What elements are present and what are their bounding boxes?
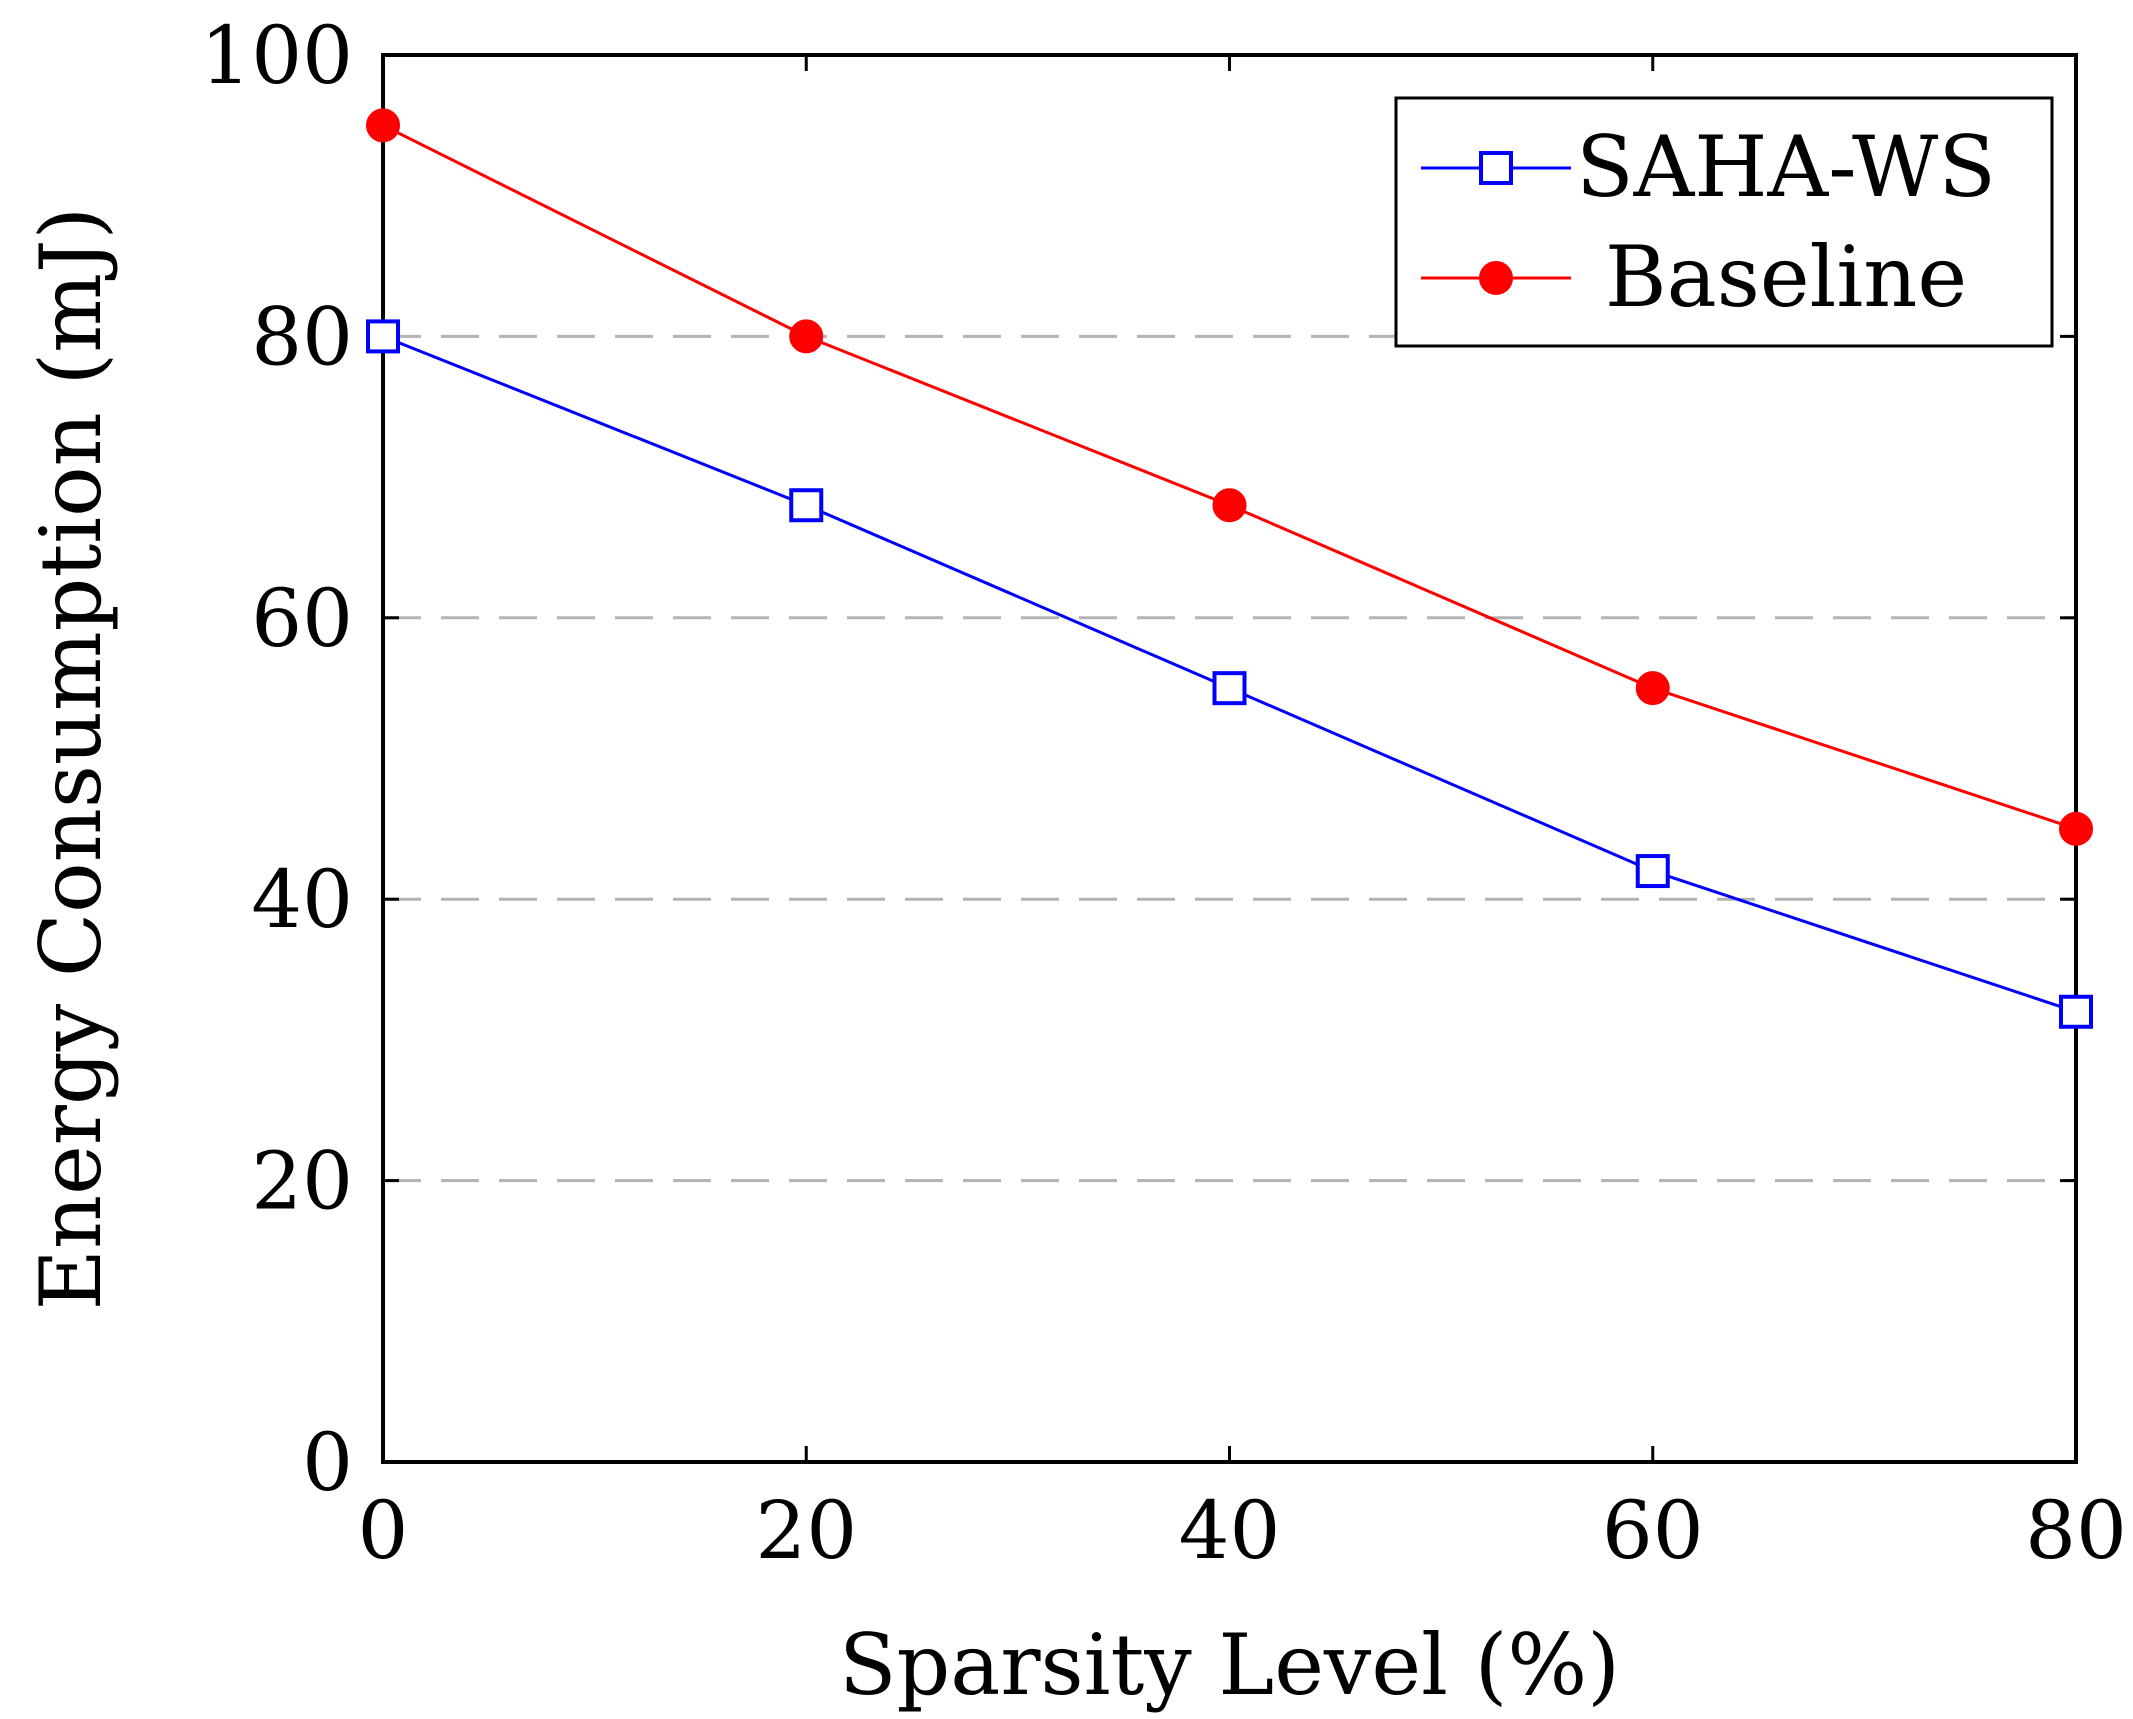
x-tick-label: 0 bbox=[358, 1484, 409, 1577]
x-axis-label: Sparsity Level (%) bbox=[839, 1616, 1620, 1714]
grid-lines bbox=[383, 334, 2076, 1183]
y-axis-label: Energy Consumption (mJ) bbox=[22, 207, 120, 1311]
x-tick-label: 60 bbox=[1602, 1484, 1704, 1577]
data-point-baseline bbox=[2059, 811, 2093, 846]
y-tick-label: 0 bbox=[302, 1416, 353, 1509]
y-tick-label: 80 bbox=[251, 290, 353, 383]
data-point-saha-ws bbox=[366, 319, 400, 354]
data-point-saha-ws bbox=[1212, 671, 1247, 706]
data-point-saha-ws bbox=[789, 488, 824, 523]
legend-label-saha-ws: SAHA-WS bbox=[1576, 118, 1996, 216]
data-point-baseline bbox=[1635, 671, 1670, 706]
x-tick-label: 80 bbox=[2025, 1484, 2127, 1577]
tick-labels: 0 20 40 60 80 100 0 20 40 60 80 bbox=[200, 9, 2127, 1577]
data-point-baseline bbox=[366, 108, 400, 143]
legend-marker-saha-ws bbox=[1479, 151, 1513, 185]
x-tick-label: 40 bbox=[1179, 1484, 1281, 1577]
legend-entries: SAHA-WS Baseline bbox=[1421, 118, 1996, 326]
legend: SAHA-WS Baseline bbox=[1394, 96, 2054, 348]
y-tick-label: 20 bbox=[251, 1135, 353, 1228]
data-point-baseline bbox=[789, 319, 824, 354]
y-tick-label: 60 bbox=[251, 572, 353, 665]
axis-ticks bbox=[381, 53, 2078, 1464]
legend-box bbox=[1394, 96, 2054, 348]
x-tick-label: 20 bbox=[755, 1484, 857, 1577]
legend-marker-baseline bbox=[1479, 261, 1513, 295]
y-tick-label: 40 bbox=[251, 853, 353, 946]
marker-layer bbox=[366, 108, 2093, 1029]
data-point-saha-ws bbox=[2059, 994, 2093, 1029]
data-point-baseline bbox=[1212, 488, 1247, 523]
legend-label-baseline: Baseline bbox=[1605, 228, 1967, 326]
y-tick-label: 100 bbox=[200, 9, 353, 102]
data-point-saha-ws bbox=[1635, 854, 1670, 889]
